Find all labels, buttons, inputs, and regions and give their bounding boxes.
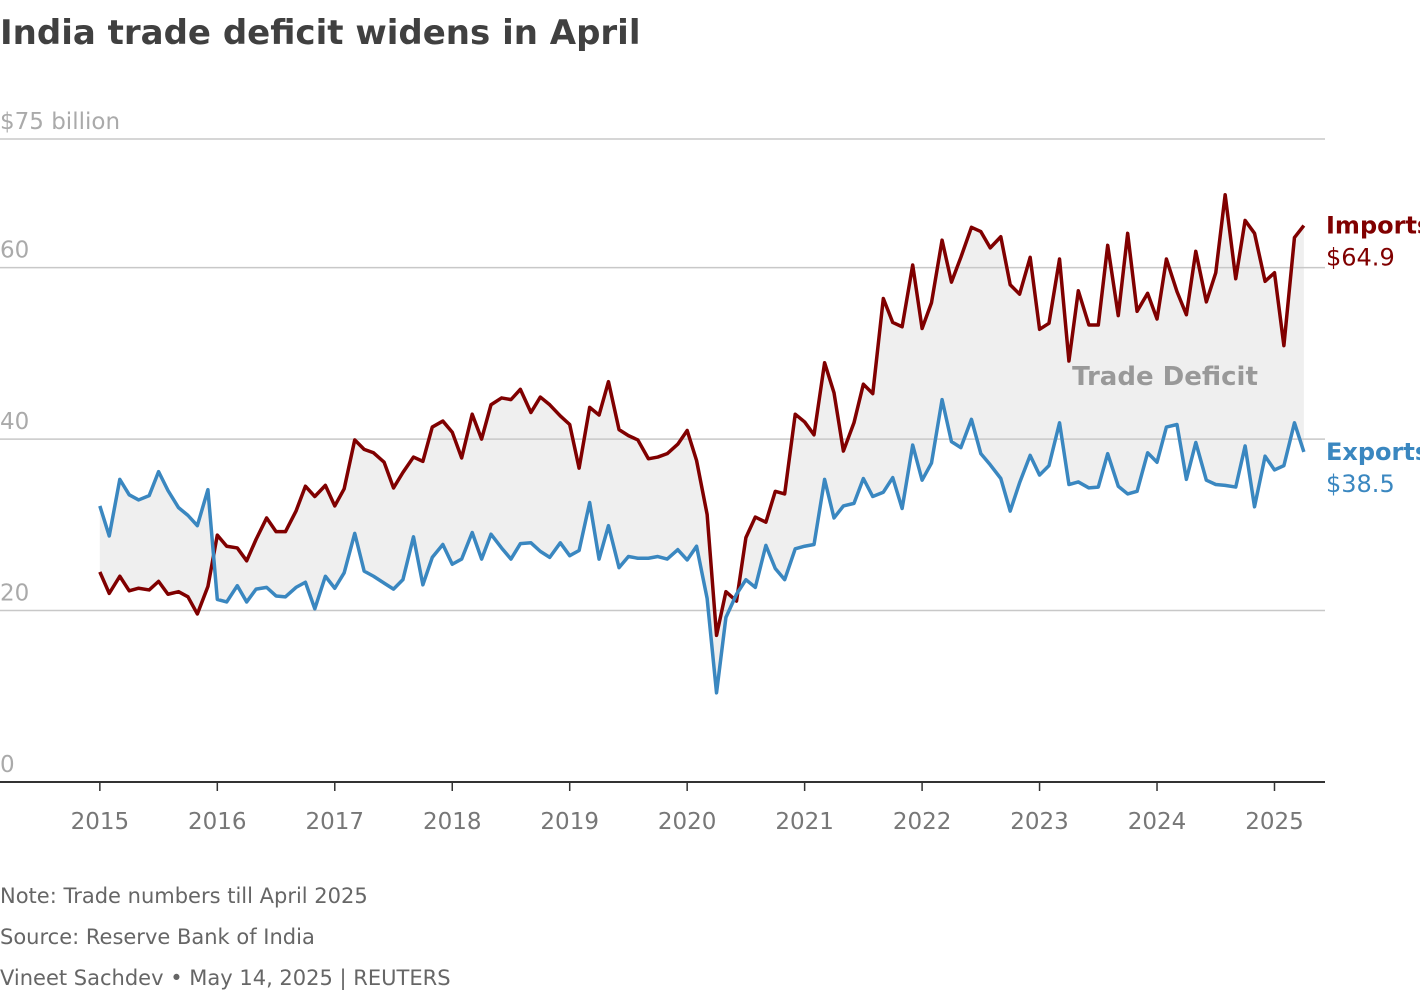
footnote: Note: Trade numbers till April 2025: [0, 884, 368, 908]
footnote: Vineet Sachdev • May 14, 2025 | REUTERS: [0, 966, 451, 991]
x-tick-label: 2025: [1245, 809, 1304, 835]
x-tick-label: 2018: [423, 809, 482, 835]
annotation: Trade Deficit: [1072, 362, 1258, 392]
chart-title: India trade deficit widens in April: [0, 13, 641, 53]
value-label: $64.9: [1326, 244, 1395, 272]
x-tick-label: 2019: [540, 809, 599, 835]
footnote: Source: Reserve Bank of India: [0, 925, 315, 949]
x-tick-label: 2016: [188, 809, 247, 835]
value-label: $38.5: [1326, 470, 1395, 498]
x-tick-label: 2022: [893, 809, 952, 835]
y-tick-label: 20: [0, 581, 29, 607]
x-tick-label: 2024: [1128, 809, 1187, 835]
y-tick-label: 0: [0, 752, 15, 778]
deficit-area: [99, 194, 1304, 693]
x-tick-label: 2023: [1010, 809, 1069, 835]
series-line: [98, 192, 1306, 638]
series-line: [98, 397, 1306, 695]
series-label: Exports: [1326, 438, 1420, 466]
x-tick-label: 2017: [306, 809, 365, 835]
y-tick-label: 60: [0, 238, 29, 264]
y-tick-label: 40: [0, 409, 29, 435]
x-tick-label: 2021: [775, 809, 834, 835]
series-label: Imports: [1326, 212, 1420, 240]
x-tick-label: 2015: [71, 809, 130, 835]
x-tick-label: 2020: [658, 809, 717, 835]
y-tick-label: $75 billion: [0, 109, 120, 135]
